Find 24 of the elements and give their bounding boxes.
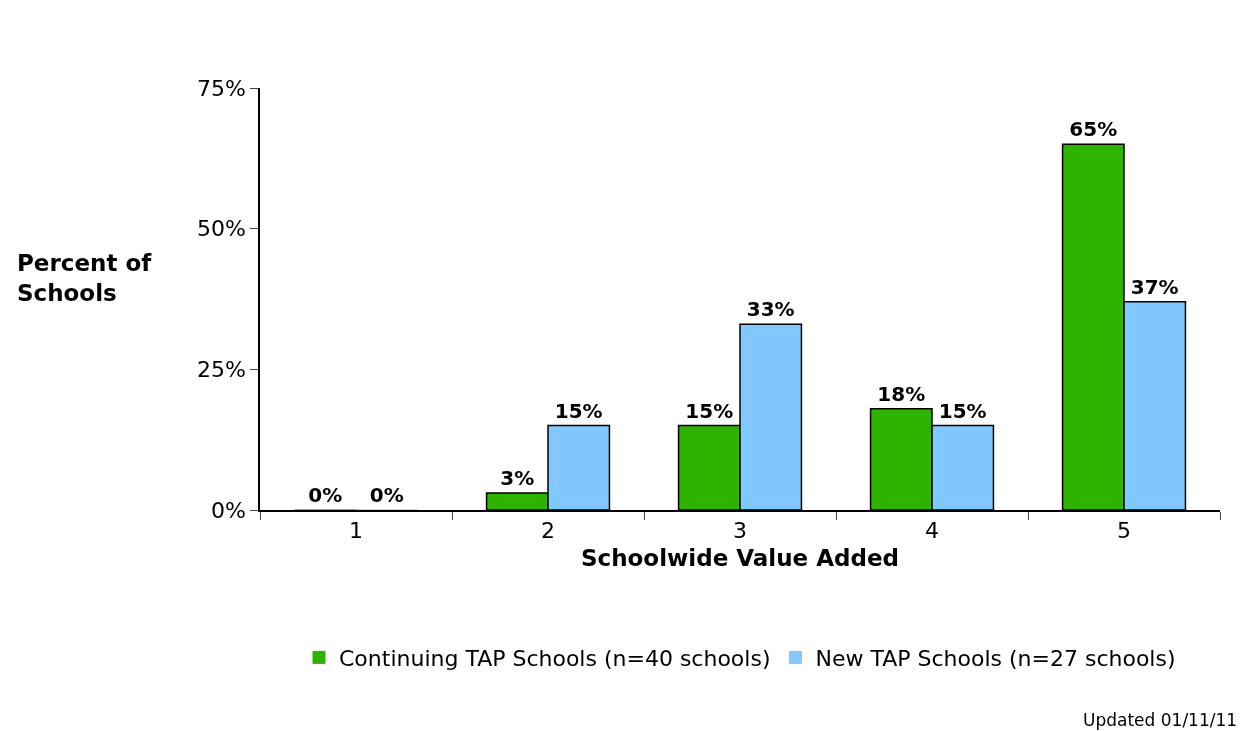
y-tick-label: 75% (196, 75, 246, 101)
x-tick-label: 1 (349, 518, 363, 544)
x-tick-label: 5 (1117, 518, 1131, 544)
y-axis-title: Percent of Schools (17, 250, 153, 306)
x-axis-title: Schoolwide Value Added (581, 545, 899, 572)
x-tick-label: 3 (733, 518, 747, 544)
data-label: 15% (685, 398, 734, 423)
legend-label: Continuing TAP Schools (n=40 schools) (339, 645, 771, 671)
data-label: 33% (746, 297, 795, 322)
text: Updated 01/11/11 (1083, 710, 1238, 730)
y-tick-label: 25% (196, 357, 246, 383)
x-tick-label: 4 (925, 518, 939, 544)
data-label: 65% (1069, 117, 1118, 142)
data-label: 3% (500, 466, 535, 491)
data-label: 0% (369, 483, 404, 507)
y-tick-label: 0% (210, 497, 246, 523)
data-label: 18% (877, 381, 926, 406)
legend-label: New TAP Schools (n=27 schools) (815, 645, 1176, 671)
data-label: 15% (554, 398, 603, 423)
x-tick-label: 2 (541, 518, 555, 544)
data-label: 37% (1130, 274, 1179, 299)
y-tick-label: 50% (196, 216, 246, 242)
data-label: 0% (308, 483, 343, 507)
data-label: 15% (938, 398, 987, 423)
